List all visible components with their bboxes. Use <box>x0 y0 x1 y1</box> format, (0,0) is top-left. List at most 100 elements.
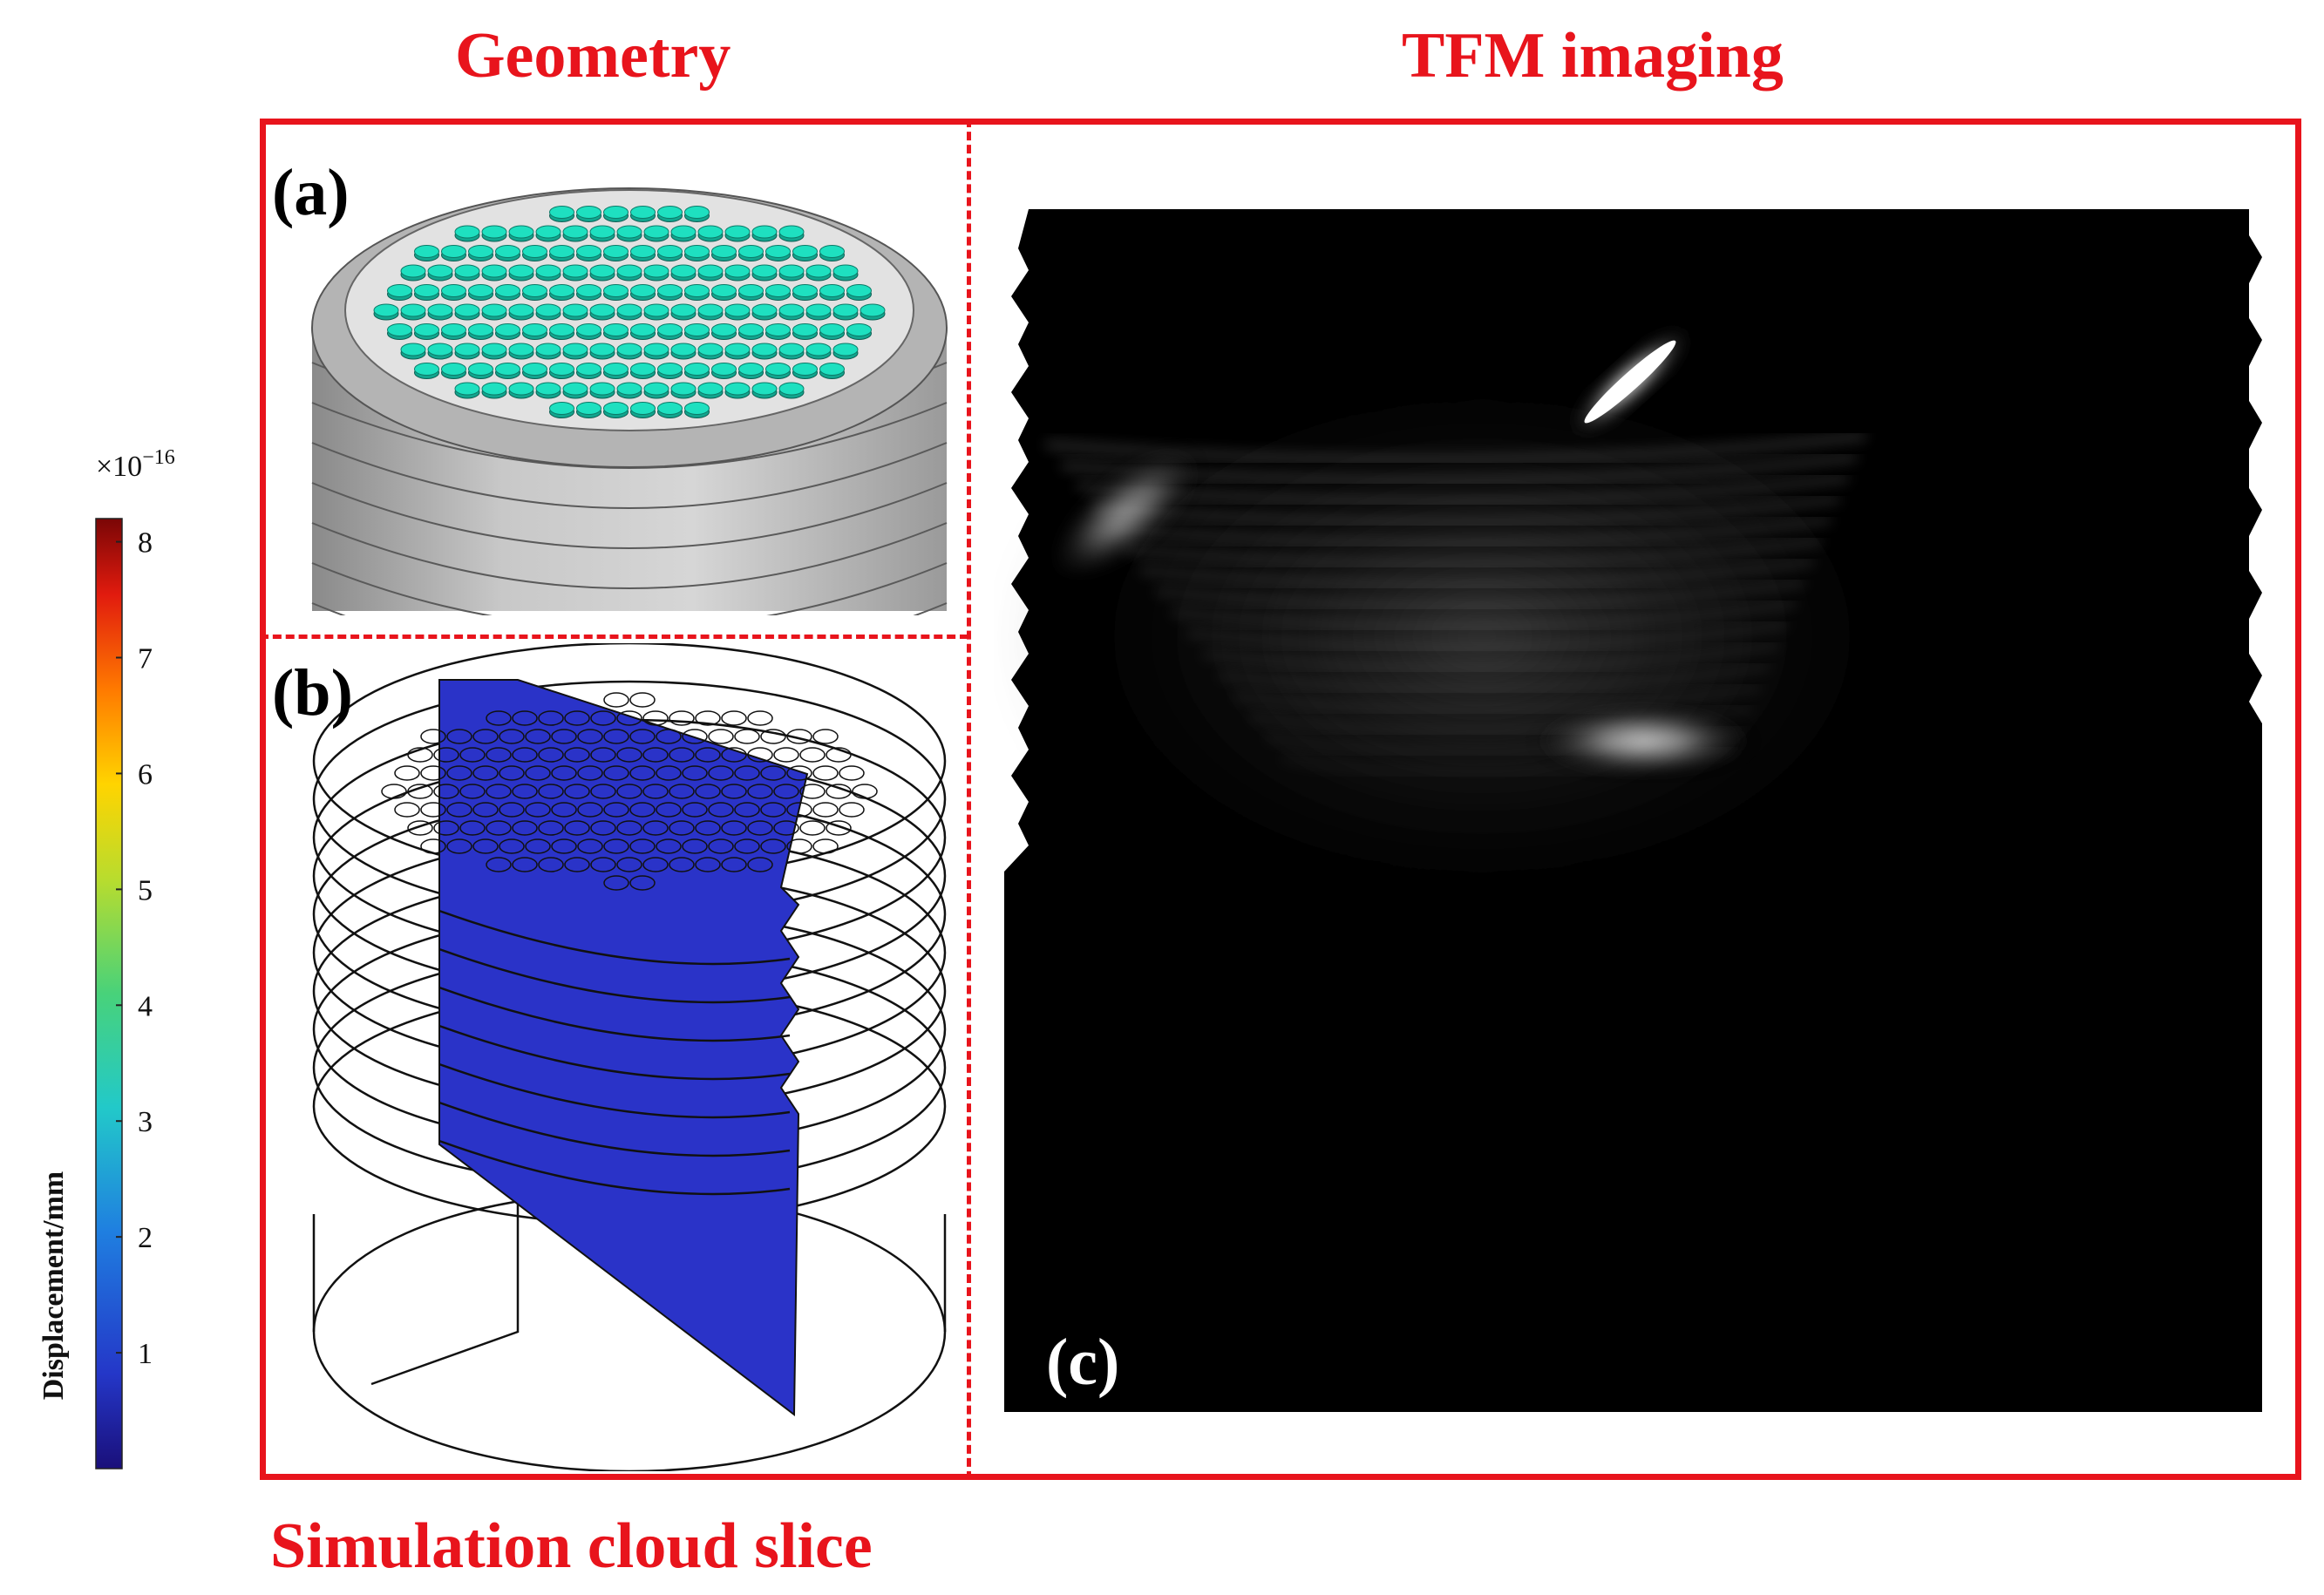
tube <box>387 284 412 297</box>
tube <box>414 323 439 336</box>
wireframe-tube <box>747 857 773 872</box>
tube <box>589 382 615 396</box>
wireframe-tube <box>629 875 656 891</box>
wireframe-tube <box>669 710 695 726</box>
tfm-lower-echo <box>1530 706 1757 776</box>
wireframe-tube <box>512 710 538 726</box>
tfm-ripple <box>1139 558 1814 589</box>
tube <box>454 264 480 278</box>
wireframe-tube <box>551 729 577 744</box>
tube <box>738 245 764 258</box>
tfm-image <box>994 209 2262 1412</box>
wireframe-tube <box>642 710 669 726</box>
wireframe-tube <box>616 857 642 872</box>
wireframe-tube <box>721 710 747 726</box>
wireframe-tube <box>486 784 512 799</box>
wireframe-tube <box>525 802 551 818</box>
wireframe-tube <box>525 765 551 781</box>
wireframe-tube <box>603 692 629 708</box>
tube <box>697 303 724 317</box>
cylinder-ring <box>311 562 948 615</box>
wireframe-tube <box>708 802 734 818</box>
tube <box>846 323 872 336</box>
wireframe-tube <box>472 729 499 744</box>
tube <box>657 402 683 415</box>
tube <box>589 343 615 356</box>
wireframe-tube <box>512 857 538 872</box>
tube <box>684 402 710 415</box>
wireframe-tube <box>499 729 525 744</box>
tube <box>603 206 629 219</box>
wireframe-tube <box>786 838 812 854</box>
wireframe-tube <box>734 765 760 781</box>
tube <box>805 264 832 278</box>
tube <box>481 264 507 278</box>
wireframe-tube <box>721 784 747 799</box>
wireframe-tube <box>472 802 499 818</box>
tfm-ripple <box>1233 683 1762 715</box>
colorbar: ×10−16 1 2 3 4 5 6 7 8 Displacement/mm <box>37 446 175 1469</box>
wireframe-tube <box>616 747 642 763</box>
wireframe-tube <box>799 784 826 799</box>
wireframe-tube <box>525 838 551 854</box>
tube <box>468 284 493 297</box>
tube <box>589 264 615 278</box>
wireframe-tube <box>695 857 721 872</box>
tube <box>684 206 710 219</box>
tube <box>832 264 859 278</box>
tube <box>697 225 724 239</box>
wireframe-tube <box>760 729 786 744</box>
tube <box>508 225 534 239</box>
tube <box>535 225 561 239</box>
tube <box>860 303 886 317</box>
wireframe-tube <box>721 820 747 836</box>
tfm-ripple <box>1108 516 1831 547</box>
wireframe-tube <box>799 820 826 836</box>
simulation-panel <box>312 643 947 1471</box>
wireframe-tube <box>629 802 656 818</box>
wireframe-tube <box>708 765 734 781</box>
tube <box>643 303 669 317</box>
tube <box>562 225 588 239</box>
wireframe-tube <box>538 857 564 872</box>
wireframe-tube <box>538 784 564 799</box>
wireframe-tube <box>420 729 446 744</box>
wireframe-tube <box>499 765 525 781</box>
tube <box>522 323 547 336</box>
tube <box>792 245 818 258</box>
wireframe-tube <box>499 802 525 818</box>
tube <box>535 382 561 396</box>
tube <box>630 245 656 258</box>
tube <box>481 343 507 356</box>
wireframe-tube <box>695 710 721 726</box>
tube <box>697 264 724 278</box>
tube <box>684 245 710 258</box>
tube <box>819 245 845 258</box>
slice-ring-edge <box>438 1139 791 1196</box>
wireframe-tube <box>786 729 812 744</box>
tube <box>495 245 520 258</box>
wireframe-tube <box>812 729 839 744</box>
wireframe-tube <box>486 747 512 763</box>
wireframe-tube <box>538 747 564 763</box>
wireframe-tube <box>577 838 603 854</box>
tube <box>562 303 588 317</box>
tube <box>684 363 710 376</box>
wireframe-tube <box>734 838 760 854</box>
tube <box>522 245 547 258</box>
wireframe-tube <box>577 765 603 781</box>
slice-ring-edges <box>438 909 791 1196</box>
tube <box>684 284 710 297</box>
wireframe-tube <box>839 802 865 818</box>
tube <box>630 402 656 415</box>
tube <box>670 264 697 278</box>
tfm-ripple <box>1202 641 1779 673</box>
tube <box>441 323 466 336</box>
tube <box>670 343 697 356</box>
tube <box>576 206 601 219</box>
wireframe-tube <box>695 747 721 763</box>
tfm-ripple <box>1218 662 1770 694</box>
tube <box>643 343 669 356</box>
geometry-panel <box>311 187 948 615</box>
wireframe-tube <box>812 765 839 781</box>
